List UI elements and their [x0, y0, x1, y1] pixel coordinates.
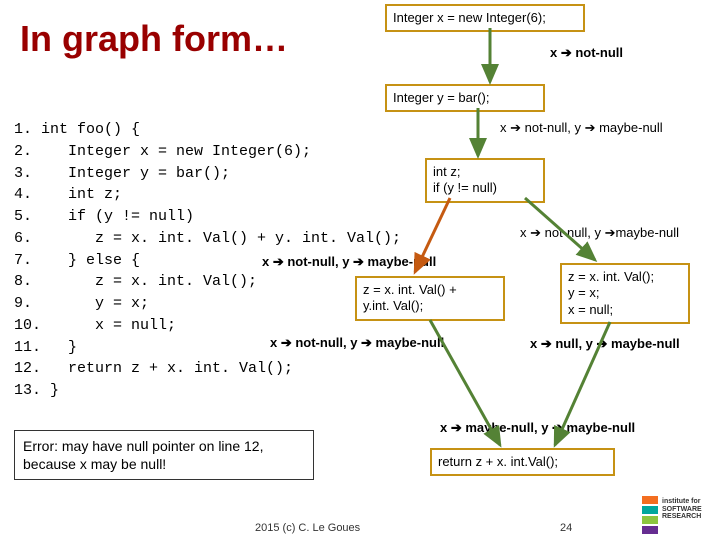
logo-text: institute for SOFTWARE RESEARCH [662, 498, 702, 521]
footer-page-number: 24 [560, 522, 572, 534]
isr-logo: institute for SOFTWARE RESEARCH [642, 496, 706, 534]
footer-credit: 2015 (c) C. Le Goues [255, 522, 360, 534]
flow-arrows [0, 0, 720, 540]
